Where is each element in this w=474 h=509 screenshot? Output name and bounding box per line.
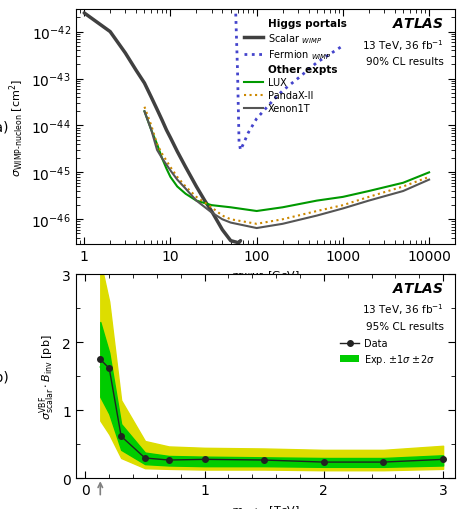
Legend: Data, Exp. $\pm1\sigma$ $\pm2\sigma$: Data, Exp. $\pm1\sigma$ $\pm2\sigma$ (336, 335, 439, 370)
Text: $\bfit{ATLAS}$: $\bfit{ATLAS}$ (392, 17, 444, 31)
Text: 13 TeV, 36 fb$^{-1}$: 13 TeV, 36 fb$^{-1}$ (362, 301, 444, 316)
Text: 13 TeV, 36 fb$^{-1}$: 13 TeV, 36 fb$^{-1}$ (362, 38, 444, 53)
Text: 95% CL results: 95% CL results (365, 322, 444, 332)
Text: 90% CL results: 90% CL results (366, 57, 444, 67)
Text: (a): (a) (0, 120, 10, 134)
Legend: Higgs portals, Scalar $_{WIMP}$, Fermion $_{WIMP}$, Other expts, LUX, PandaX-II,: Higgs portals, Scalar $_{WIMP}$, Fermion… (240, 15, 351, 118)
Y-axis label: $\sigma^{\rm VBF}_{\rm scalar}\cdot B_{\rm inv}$ [pb]: $\sigma^{\rm VBF}_{\rm scalar}\cdot B_{\… (37, 334, 56, 419)
Y-axis label: $\sigma_{\rm WIMP\text{-}nucleon}$ [cm$^2$]: $\sigma_{\rm WIMP\text{-}nucleon}$ [cm$^… (7, 78, 26, 176)
X-axis label: $m_{\rm WIMP}$ [GeV]: $m_{\rm WIMP}$ [GeV] (231, 269, 300, 282)
Text: (b): (b) (0, 370, 10, 384)
X-axis label: $m_{\rm scalar}$ [TeV]: $m_{\rm scalar}$ [TeV] (231, 503, 300, 509)
Text: $\bfit{ATLAS}$: $\bfit{ATLAS}$ (392, 281, 444, 295)
